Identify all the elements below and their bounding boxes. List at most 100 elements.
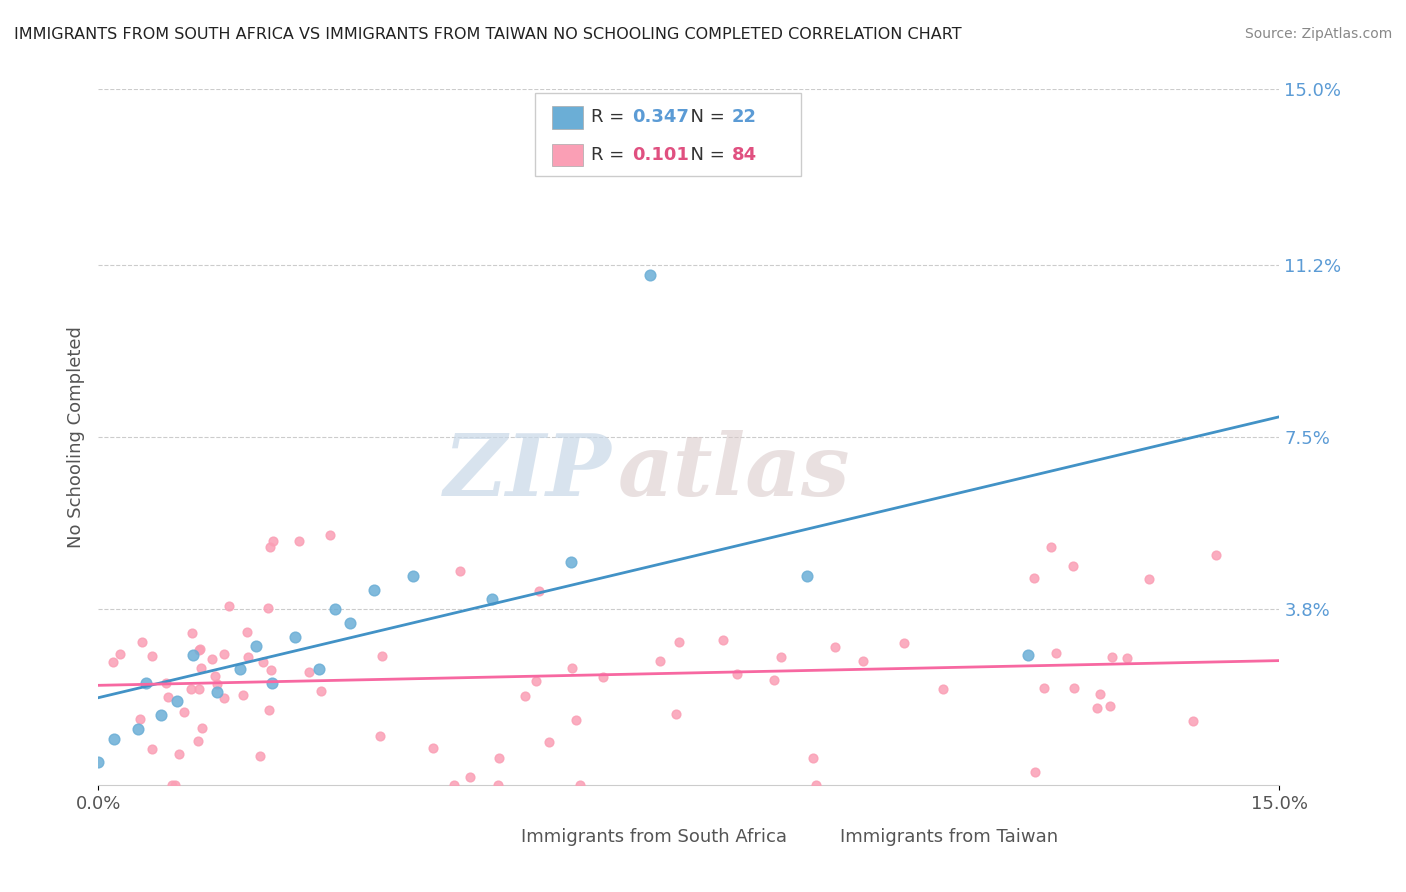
Point <box>141 649 163 664</box>
FancyBboxPatch shape <box>807 828 832 847</box>
Point <box>135 676 157 690</box>
Point <box>181 648 204 662</box>
Point <box>402 569 425 583</box>
Text: R =: R = <box>591 109 630 127</box>
Point <box>893 636 915 650</box>
Point <box>308 662 330 676</box>
Point <box>1024 764 1046 779</box>
Point <box>257 601 280 615</box>
Point <box>1137 572 1160 586</box>
Point <box>259 663 281 677</box>
Point <box>166 694 188 708</box>
Point <box>103 731 125 746</box>
Point <box>187 734 209 748</box>
Text: 84: 84 <box>731 146 756 164</box>
Point <box>363 583 385 598</box>
Point <box>257 703 280 717</box>
Point <box>513 689 536 703</box>
Point <box>127 723 149 737</box>
Point <box>1022 571 1045 585</box>
Point <box>141 742 163 756</box>
Point <box>205 676 228 690</box>
Point <box>238 649 260 664</box>
Point <box>1017 648 1039 662</box>
Point <box>262 533 284 548</box>
Point <box>763 673 786 687</box>
Point <box>443 778 465 792</box>
Point <box>1040 540 1063 554</box>
Point <box>156 690 179 704</box>
Point <box>188 681 211 696</box>
Point <box>87 755 110 769</box>
Point <box>592 670 614 684</box>
Text: Source: ZipAtlas.com: Source: ZipAtlas.com <box>1244 27 1392 41</box>
Point <box>852 654 875 668</box>
Point <box>249 748 271 763</box>
Text: Immigrants from South Africa: Immigrants from South Africa <box>522 828 787 847</box>
Text: 0.101: 0.101 <box>633 146 689 164</box>
Point <box>173 706 195 720</box>
Point <box>527 584 550 599</box>
Point <box>160 778 183 792</box>
Point <box>323 601 346 615</box>
Point <box>801 750 824 764</box>
Point <box>188 642 211 657</box>
Point <box>284 630 307 644</box>
Point <box>1181 714 1204 729</box>
Point <box>252 656 274 670</box>
Point <box>1205 549 1227 563</box>
Point <box>638 268 661 282</box>
Text: N =: N = <box>679 146 731 164</box>
Point <box>538 735 561 749</box>
Point <box>169 747 191 762</box>
Point <box>449 565 471 579</box>
Point <box>486 778 509 792</box>
Y-axis label: No Schooling Completed: No Schooling Completed <box>66 326 84 548</box>
Point <box>804 778 827 792</box>
Point <box>339 615 361 630</box>
Text: ZIP: ZIP <box>444 430 612 514</box>
Text: IMMIGRANTS FROM SOUTH AFRICA VS IMMIGRANTS FROM TAIWAN NO SCHOOLING COMPLETED CO: IMMIGRANTS FROM SOUTH AFRICA VS IMMIGRAN… <box>14 27 962 42</box>
Text: N =: N = <box>679 109 731 127</box>
Point <box>561 661 583 675</box>
Point <box>1045 646 1067 660</box>
Point <box>288 534 311 549</box>
Point <box>229 662 252 676</box>
Point <box>181 625 204 640</box>
Point <box>796 569 818 583</box>
Point <box>488 751 510 765</box>
Point <box>155 676 177 690</box>
Point <box>311 684 333 698</box>
Point <box>1062 558 1084 573</box>
Point <box>232 688 254 702</box>
Point <box>218 599 240 614</box>
Point <box>931 681 953 696</box>
Point <box>1032 681 1054 695</box>
Point <box>131 635 153 649</box>
Point <box>725 666 748 681</box>
Point <box>1085 701 1108 715</box>
Point <box>128 712 150 726</box>
Point <box>481 592 503 607</box>
Point <box>569 778 592 792</box>
Point <box>101 656 124 670</box>
Point <box>668 635 690 649</box>
Point <box>1116 651 1139 665</box>
Point <box>371 648 394 663</box>
Point <box>298 665 321 679</box>
Point <box>180 682 202 697</box>
Point <box>368 729 391 743</box>
Point <box>319 528 342 542</box>
FancyBboxPatch shape <box>488 828 515 847</box>
Point <box>1063 681 1085 695</box>
Text: 0.347: 0.347 <box>633 109 689 127</box>
Point <box>191 721 214 735</box>
Point <box>259 541 281 555</box>
Point <box>565 713 588 727</box>
Point <box>150 708 173 723</box>
Point <box>188 642 211 657</box>
FancyBboxPatch shape <box>553 106 582 128</box>
Text: atlas: atlas <box>619 430 851 514</box>
Text: Immigrants from Taiwan: Immigrants from Taiwan <box>841 828 1059 847</box>
Point <box>458 770 481 784</box>
